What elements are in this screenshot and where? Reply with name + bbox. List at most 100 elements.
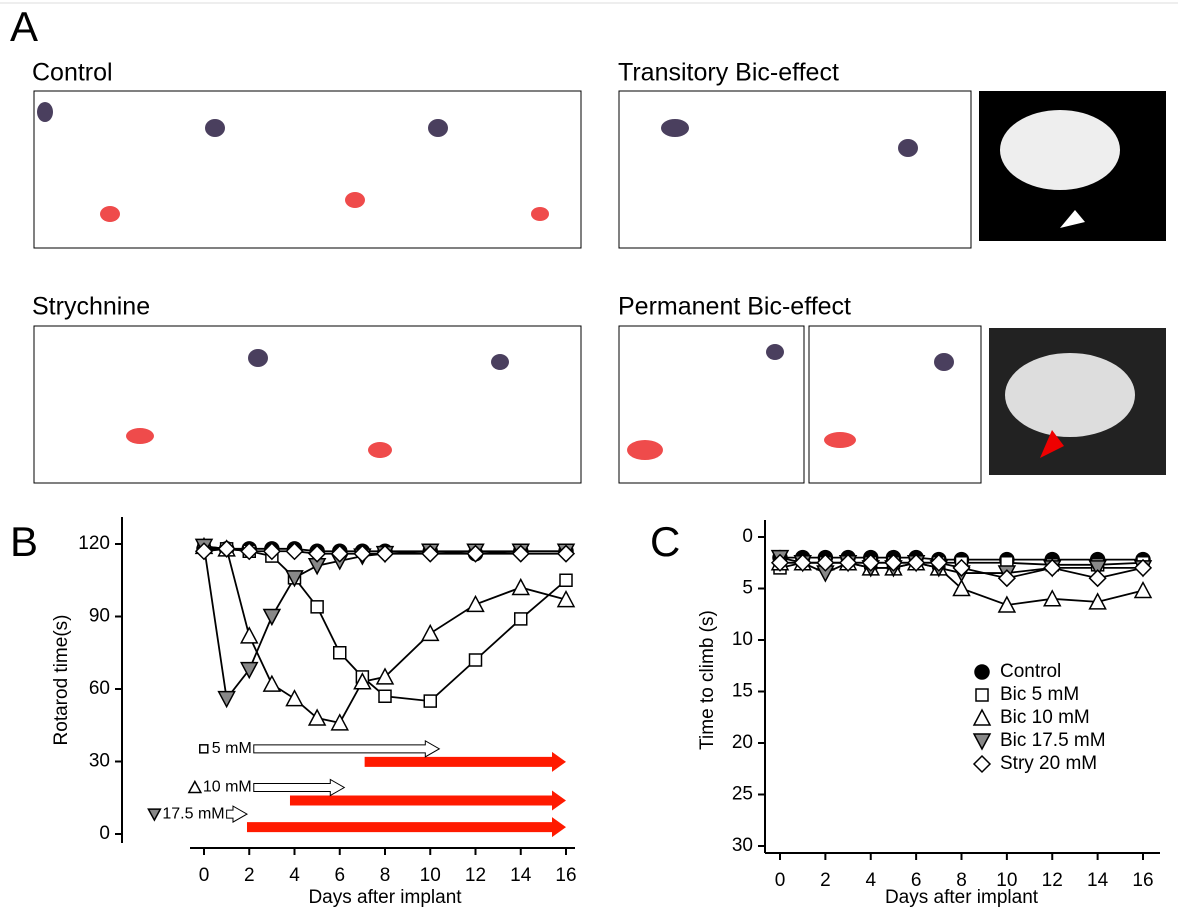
panel-title: Control: [32, 59, 113, 87]
legend-label: Bic 10 mM: [1000, 707, 1090, 728]
panel-letter: B: [10, 518, 38, 565]
y-tick-label: 10: [732, 629, 753, 650]
marker: [1133, 558, 1153, 577]
marker: [1088, 592, 1107, 610]
marker: [240, 542, 259, 561]
x-tick-label: 12: [465, 865, 486, 886]
marker: [468, 653, 483, 667]
marker: [816, 553, 835, 572]
y-tick-label: 15: [732, 681, 753, 702]
x-tick-label: 10: [996, 870, 1017, 891]
red-arrow: [364, 751, 566, 772]
x-tick-label: 6: [334, 865, 345, 886]
x-tick-label: 0: [775, 870, 786, 891]
marker: [559, 573, 573, 587]
annotation-label: 10 mM: [203, 779, 252, 796]
x-tick-label: 10: [420, 865, 441, 886]
marker: [375, 667, 395, 685]
marker: [423, 694, 437, 708]
panel-title: Permanent Bic-effect: [618, 293, 851, 321]
marker: [285, 689, 304, 707]
white-arrow: [253, 739, 441, 758]
marker: [556, 589, 576, 608]
panel-title: Strychnine: [32, 293, 150, 321]
marker: [330, 713, 349, 731]
marker: [333, 646, 347, 660]
marker: [262, 674, 282, 692]
y-tick-label: 0: [99, 823, 110, 844]
legend-marker: [972, 754, 992, 774]
y-tick-label: 25: [732, 784, 753, 805]
x-tick-label: 2: [820, 870, 831, 891]
marker: [929, 553, 948, 572]
marker: [308, 544, 327, 563]
marker: [884, 553, 903, 572]
marker: [194, 542, 214, 561]
red-arrow: [246, 817, 567, 838]
marker: [307, 708, 327, 726]
x-axis-label: Days after implant: [885, 887, 1039, 908]
y-tick-label: 20: [732, 732, 753, 753]
rat-photos: [979, 91, 1166, 475]
legend-label: Bic 5 mM: [1000, 684, 1079, 705]
marker: [285, 542, 304, 561]
marker: [353, 672, 372, 690]
marker: [1043, 558, 1062, 577]
marker: [199, 744, 209, 754]
marker: [1088, 569, 1107, 588]
marker: [375, 544, 395, 563]
panel-letter: C: [650, 518, 680, 565]
y-tick-label: 0: [742, 526, 753, 547]
x-tick-label: 14: [510, 865, 532, 886]
marker: [514, 612, 528, 626]
red-arrow: [289, 790, 566, 811]
panel-title: Transitory Bic-effect: [618, 59, 839, 87]
marker: [1043, 589, 1062, 607]
marker: [310, 600, 324, 614]
y-tick-label: 30: [732, 835, 753, 856]
y-tick-label: 30: [89, 751, 110, 772]
footprints: [37, 102, 954, 460]
marker: [330, 544, 349, 563]
marker: [907, 553, 926, 572]
x-tick-label: 16: [1132, 870, 1153, 891]
footprint-panels: [33, 90, 982, 484]
x-tick-label: 8: [956, 870, 967, 891]
marker: [262, 542, 281, 561]
marker: [240, 626, 259, 644]
marker: [285, 570, 304, 588]
x-tick-label: 16: [555, 865, 576, 886]
marker: [262, 608, 282, 627]
marker: [511, 544, 530, 563]
marker: [240, 661, 259, 680]
legend-marker: [972, 708, 992, 726]
white-arrow: [253, 778, 346, 797]
legend-label: Stry 20 mM: [1000, 753, 1097, 774]
annotation-label: 17.5 mM: [162, 805, 224, 822]
marker: [556, 544, 576, 563]
panel-letter: A: [10, 3, 38, 50]
marker: [952, 578, 971, 597]
legend-label: Bic 17.5 mM: [1000, 730, 1106, 751]
marker: [793, 553, 812, 572]
legend-marker: [972, 733, 992, 751]
y-axis-label: Rotarod time(s): [51, 615, 72, 746]
marker: [511, 577, 530, 596]
y-tick-label: 60: [89, 678, 110, 699]
x-tick-label: 12: [1042, 870, 1063, 891]
marker: [421, 544, 440, 563]
x-tick-label: 2: [244, 865, 255, 886]
y-tick-label: 120: [78, 533, 110, 554]
marker: [217, 539, 236, 558]
y-axis-label: Time to climb (s): [697, 610, 718, 750]
marker: [187, 779, 203, 794]
x-axis-label: Days after implant: [308, 887, 462, 908]
x-tick-label: 8: [380, 865, 391, 886]
x-tick-label: 14: [1087, 870, 1109, 891]
marker: [1088, 560, 1107, 578]
x-tick-label: 0: [199, 865, 210, 886]
y-tick-label: 90: [89, 606, 110, 627]
legend-marker: [974, 664, 990, 680]
marker: [217, 690, 236, 709]
